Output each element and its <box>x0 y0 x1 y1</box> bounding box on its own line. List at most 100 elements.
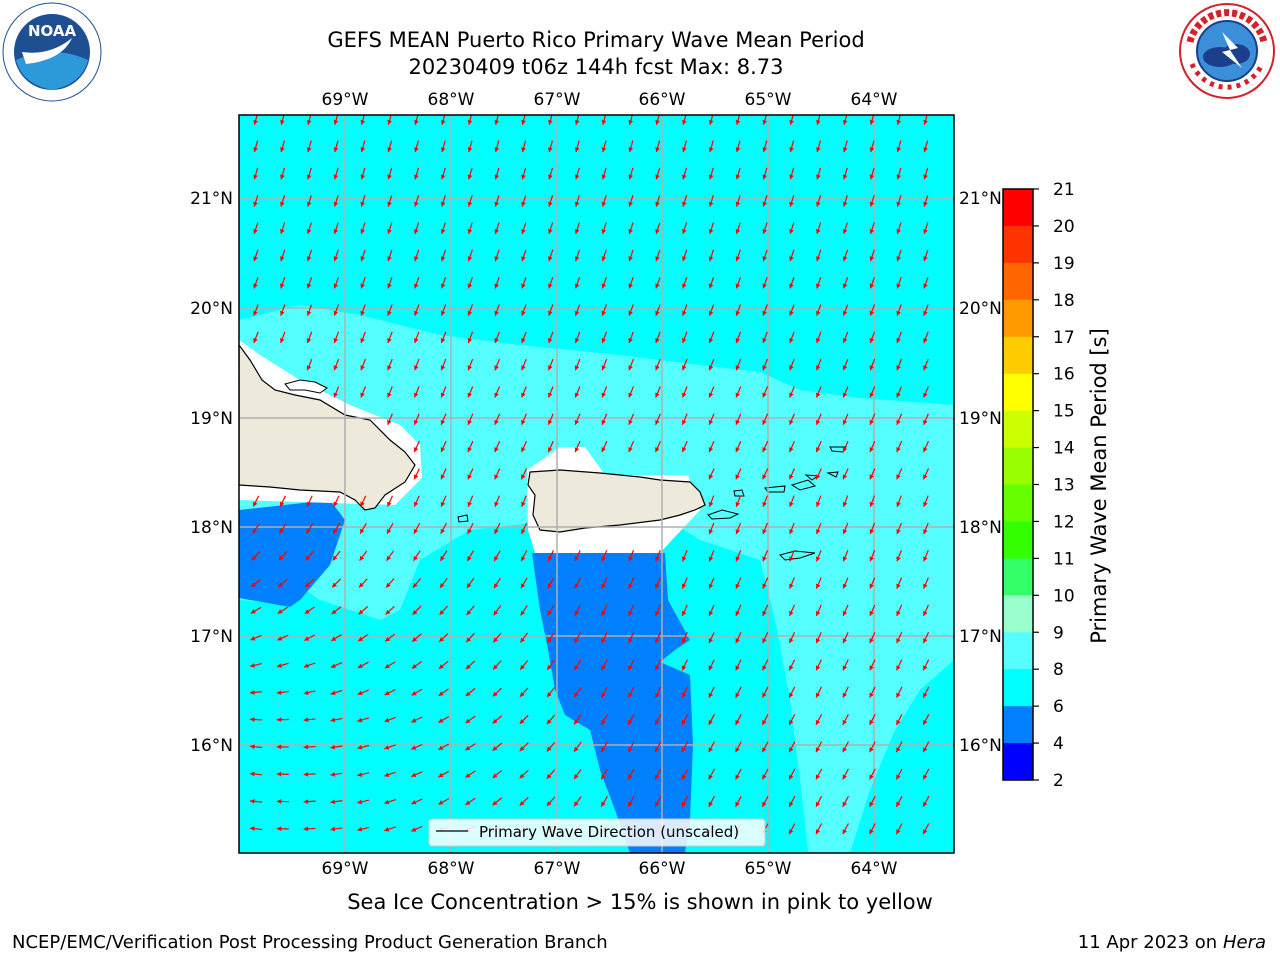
wave-arrow-head <box>842 610 848 616</box>
lat-label-left: 16°N <box>190 736 233 756</box>
wave-arrow-head <box>466 664 471 670</box>
wave-arrow-head <box>815 665 821 671</box>
wave-arrow-head <box>628 447 633 453</box>
wave-arrow-head <box>547 310 553 316</box>
wave-arrow-head <box>789 556 794 562</box>
wave-arrow-head <box>547 338 553 343</box>
wave-arrow-head <box>601 719 606 725</box>
wave-arrow-head <box>869 665 874 671</box>
wave-arrow-head <box>333 228 339 234</box>
wave-arrow-head <box>440 201 446 207</box>
wave-arrow-head <box>789 665 794 671</box>
wave-arrow-head <box>655 719 660 725</box>
lon-label-top: 64°W <box>851 90 898 110</box>
wave-arrow-head <box>708 256 714 262</box>
wave-arrow-head <box>438 800 444 805</box>
colorbar-segment <box>1003 410 1033 449</box>
wave-arrow-head <box>279 528 284 534</box>
wave-arrow-head <box>601 310 607 316</box>
wave-arrow-head <box>655 338 660 343</box>
wave-arrow-head <box>896 692 901 698</box>
colorbar-segment <box>1003 669 1033 707</box>
wave-arrow-head <box>414 256 419 262</box>
wave-arrow-head <box>467 501 472 507</box>
wave-arrow-head <box>439 637 445 642</box>
footer-date: 11 Apr 2023 on Hera <box>1078 932 1266 953</box>
wave-arrow-head <box>252 528 258 534</box>
wave-arrow-head <box>681 610 687 616</box>
wave-arrow-head <box>413 338 419 343</box>
wave-arrow-head <box>303 717 309 723</box>
wave-arrow-head <box>250 744 255 750</box>
wave-arrow-head <box>520 637 525 643</box>
wave-arrow-head <box>521 174 526 180</box>
colorbar-tick-label: 17 <box>1053 328 1075 348</box>
wave-arrow-head <box>896 201 902 207</box>
colorbar-tick-label: 9 <box>1053 623 1064 643</box>
wave-arrow-head <box>521 419 526 425</box>
wave-arrow-head <box>306 338 312 343</box>
colorbar-label: Primary Wave Mean Period [s] <box>1087 328 1111 644</box>
wave-arrow-head <box>735 338 741 343</box>
wave-arrow-head <box>465 745 471 751</box>
wave-arrow-head <box>815 583 821 589</box>
wave-arrow-head <box>414 283 419 289</box>
wave-arrow-head <box>708 610 714 616</box>
wave-arrow-head <box>789 801 794 807</box>
wave-arrow-head <box>896 283 901 289</box>
wave-arrow-head <box>682 228 687 234</box>
colorbar-tick-label: 13 <box>1053 476 1075 496</box>
wave-arrow-head <box>548 147 553 153</box>
wave-arrow-head <box>842 829 847 835</box>
wave-arrow-head <box>601 256 607 262</box>
wave-arrow-head <box>574 719 579 725</box>
wave-arrow-head <box>735 256 741 262</box>
lon-label-bottom: 68°W <box>428 859 475 879</box>
wave-arrow-head <box>574 310 580 316</box>
wave-arrow-head <box>869 147 875 153</box>
wave-arrow-head <box>816 256 821 262</box>
wave-arrow-head <box>493 583 499 589</box>
wave-arrow-head <box>546 746 552 752</box>
wave-arrow-head <box>412 609 418 615</box>
wave-arrow-head <box>762 147 768 153</box>
wave-arrow-head <box>655 119 660 125</box>
wave-arrow-head <box>655 583 660 589</box>
noaa-logo-text: NOAA <box>28 22 77 40</box>
wave-arrow-head <box>869 419 874 425</box>
wave-arrow-head <box>276 744 282 750</box>
lat-label-right: 18°N <box>959 518 1002 538</box>
wave-arrow-head <box>735 174 741 180</box>
wave-arrow-head <box>762 638 767 644</box>
wave-arrow-head <box>735 801 740 807</box>
wave-arrow-head <box>413 392 419 398</box>
wave-arrow-head <box>816 283 821 289</box>
wave-arrow-head <box>762 529 767 535</box>
wave-arrow-head <box>493 664 498 670</box>
wave-arrow-head <box>466 637 472 643</box>
wave-arrow-head <box>735 665 740 671</box>
lat-label-left: 20°N <box>190 299 233 319</box>
wave-arrow-head <box>708 474 714 480</box>
map-field-layer <box>239 115 954 853</box>
wave-arrow-head <box>519 800 525 806</box>
wave-arrow-head <box>548 256 553 262</box>
wave-arrow-head <box>303 799 309 804</box>
wave-arrow-head <box>414 201 419 207</box>
lat-labels-left: 21°N 20°N 19°N 18°N 17°N 16°N <box>190 189 233 756</box>
noaa-logo-icon: NOAA <box>2 2 102 102</box>
wave-arrow-head <box>735 228 741 234</box>
wave-arrow-head <box>655 747 660 753</box>
wave-arrow-head <box>547 419 553 425</box>
wave-arrow-head <box>923 174 928 180</box>
wave-arrow-head <box>869 283 875 289</box>
wave-arrow-head <box>681 692 687 698</box>
wave-arrow-head <box>357 690 363 696</box>
wave-arrow-head <box>896 147 902 153</box>
wave-arrow-head <box>548 119 553 125</box>
land-puerto-rico <box>527 469 706 533</box>
wave-arrow-head <box>330 744 336 750</box>
wave-arrow-head <box>789 610 794 616</box>
wave-arrow-head <box>762 228 767 234</box>
colorbar-tick-label: 21 <box>1053 180 1075 200</box>
